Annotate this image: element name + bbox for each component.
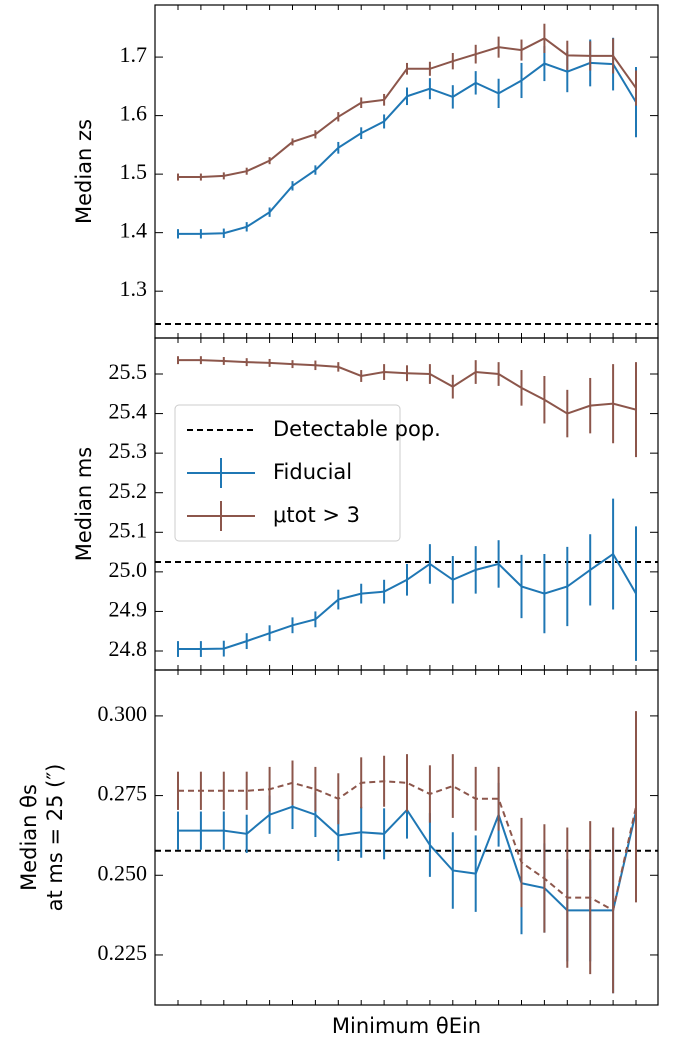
x-axis-label: Minimum θEin <box>332 1014 481 1038</box>
legend-label: Detectable pop. <box>273 417 441 441</box>
y-tick-label: 1.7 <box>120 42 148 67</box>
y-tick-label: 1.6 <box>120 101 148 126</box>
legend-label: μtot > 3 <box>273 503 360 527</box>
y-axis-label: Median zs <box>72 119 96 224</box>
y-tick-label: 0.275 <box>98 781 148 806</box>
y-axis-label: at ms = 25 (″) <box>43 764 67 912</box>
legend-box <box>174 404 401 542</box>
axes-frame <box>154 669 659 1006</box>
y-tick-label: 0.250 <box>98 860 148 885</box>
y-tick-label: 25.2 <box>109 478 148 503</box>
y-tick-label: 25.0 <box>109 557 148 582</box>
y-axis-label: Median θs <box>17 784 41 891</box>
y-tick-label: 24.8 <box>109 636 148 661</box>
y-tick-label: 1.3 <box>120 276 148 301</box>
y-tick-label: 1.4 <box>120 218 148 243</box>
y-tick-label: 25.5 <box>109 359 148 384</box>
y-tick-label: 24.9 <box>109 596 148 621</box>
y-axis-label: Median ms <box>72 447 96 561</box>
y-tick-label: 0.225 <box>98 940 148 965</box>
y-tick-label: 0.300 <box>98 701 148 726</box>
y-tick-label: 25.1 <box>109 517 148 542</box>
y-tick-label: 25.3 <box>109 438 148 463</box>
y-tick-label: 25.4 <box>109 399 148 424</box>
legend-label: Fiducial <box>273 460 352 484</box>
y-tick-label: 1.5 <box>120 159 148 184</box>
series-line <box>178 780 637 912</box>
